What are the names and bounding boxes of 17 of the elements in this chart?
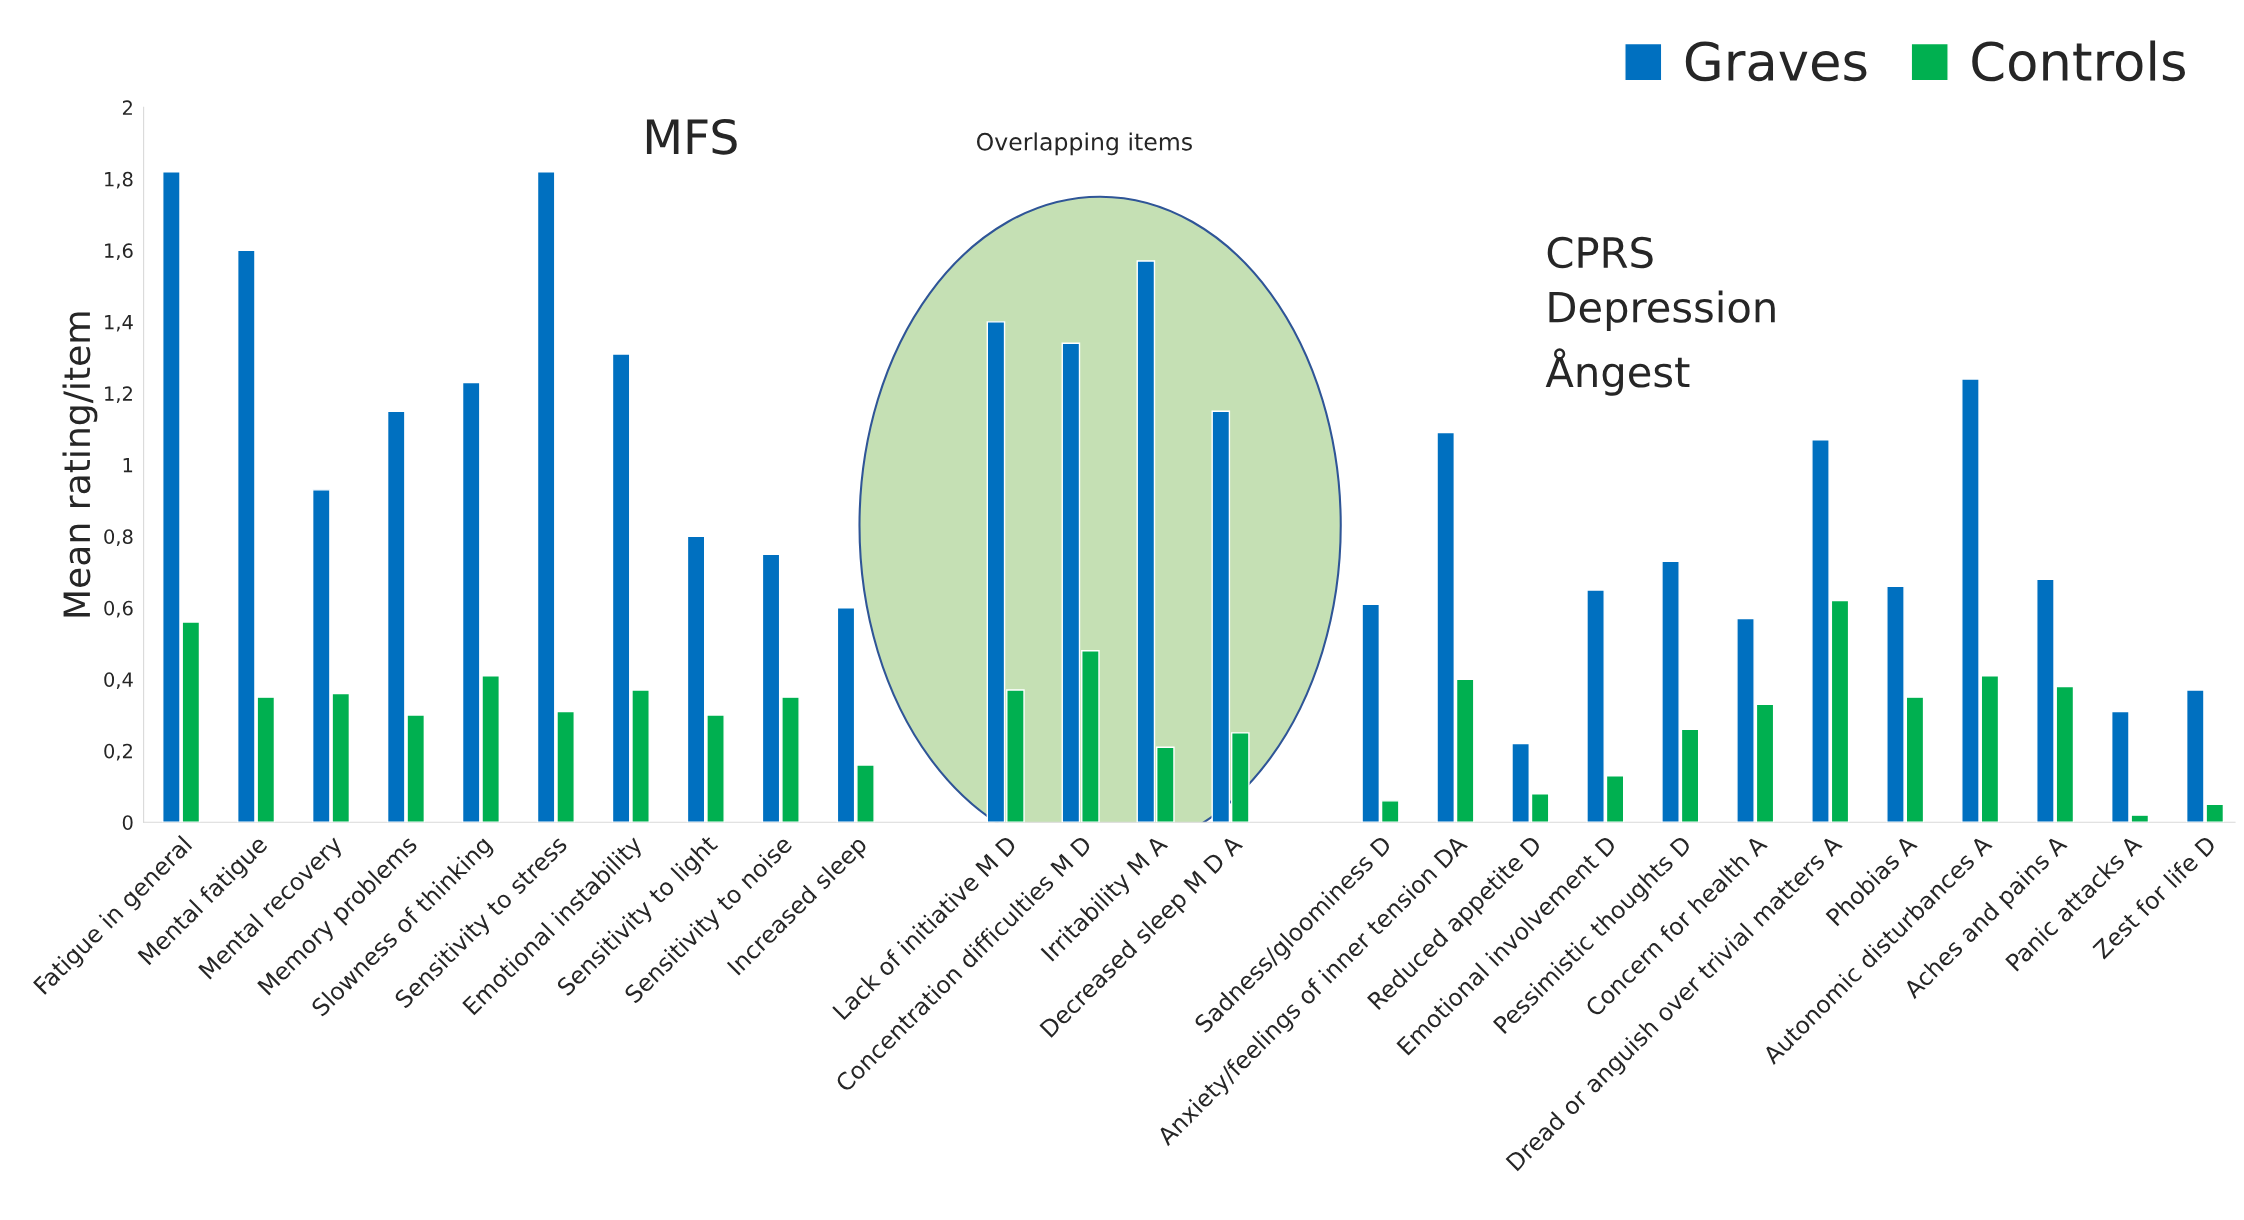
legend-label: Graves <box>1685 41 1867 82</box>
y-tick-label: 0,2 <box>104 743 132 761</box>
y-tick-label: 1 <box>123 458 133 473</box>
y-tick-label: 0,8 <box>104 529 133 546</box>
legend-label: Controls <box>1972 40 2185 82</box>
y-tick-label: 1,4 <box>105 315 133 332</box>
y-tick-label: 0 <box>122 815 133 830</box>
annotation: MFS <box>646 118 737 155</box>
annotation: Overlapping items <box>976 132 1192 156</box>
annotation: CPRS Depression Ångest <box>1545 236 1775 396</box>
y-tick-label: 1,2 <box>105 386 132 403</box>
y-tick-label: 1,6 <box>105 243 133 260</box>
y-tick-label: 1,8 <box>105 171 133 189</box>
y-tick-label: 2 <box>122 100 132 115</box>
y-tick-label: 0,6 <box>104 600 133 618</box>
y-tick-label: 0,4 <box>104 672 133 689</box>
y-axis-title: Mean rating/item <box>62 312 98 617</box>
